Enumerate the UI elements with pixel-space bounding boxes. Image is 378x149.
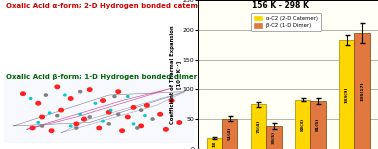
Circle shape: [75, 127, 78, 129]
Circle shape: [70, 125, 72, 127]
Circle shape: [79, 90, 82, 93]
Bar: [251, 104, 266, 149]
Circle shape: [37, 122, 39, 123]
Bar: [355, 33, 370, 149]
Legend: α-C2 (2-D Catemer), β-C2 (1-D Dimer): α-C2 (2-D Catemer), β-C2 (1-D Dimer): [251, 13, 321, 31]
Circle shape: [113, 95, 116, 98]
Bar: [339, 40, 355, 149]
Circle shape: [125, 115, 130, 119]
Circle shape: [87, 88, 92, 91]
Circle shape: [102, 120, 104, 122]
Text: Oxalic Acid α-form; 2-D Hydrogen bonded catemer: Oxalic Acid α-form; 2-D Hydrogen bonded …: [6, 3, 206, 9]
Circle shape: [88, 116, 91, 118]
Bar: [207, 138, 222, 149]
Text: 75(4): 75(4): [256, 120, 260, 133]
Circle shape: [40, 125, 43, 127]
Bar: [4, 74, 194, 143]
Circle shape: [132, 123, 135, 125]
Text: 18: 18: [212, 141, 216, 147]
Circle shape: [107, 123, 110, 125]
Circle shape: [30, 126, 35, 130]
Text: 38(5): 38(5): [272, 131, 276, 144]
Circle shape: [44, 94, 47, 96]
Circle shape: [177, 121, 181, 124]
Circle shape: [116, 90, 121, 93]
Bar: [310, 101, 326, 149]
Circle shape: [29, 98, 32, 99]
Circle shape: [139, 124, 143, 128]
Text: 156 K - 298 K: 156 K - 298 K: [253, 1, 309, 10]
Circle shape: [144, 115, 146, 117]
Text: Oxalic Acid β-form; 1-D Hydrogen bonded dimer: Oxalic Acid β-form; 1-D Hydrogen bonded …: [6, 74, 197, 80]
Circle shape: [139, 109, 143, 111]
Circle shape: [21, 92, 25, 95]
Circle shape: [127, 96, 129, 97]
Bar: [295, 100, 310, 149]
Circle shape: [49, 129, 54, 132]
Bar: [222, 119, 237, 149]
Circle shape: [59, 108, 64, 112]
Circle shape: [68, 97, 73, 100]
Bar: [266, 126, 282, 149]
Y-axis label: Coefficient of Thermal Expansion
[10⁻⁶ K⁻¹]: Coefficient of Thermal Expansion [10⁻⁶ K…: [170, 25, 181, 124]
Circle shape: [82, 117, 86, 121]
Circle shape: [131, 106, 136, 109]
Circle shape: [56, 114, 59, 117]
Circle shape: [40, 115, 44, 119]
Circle shape: [158, 112, 163, 116]
Circle shape: [64, 94, 66, 96]
Circle shape: [120, 129, 124, 132]
Circle shape: [36, 102, 40, 105]
Text: 195(17): 195(17): [360, 81, 364, 101]
Circle shape: [94, 102, 96, 104]
Circle shape: [169, 99, 174, 102]
Circle shape: [79, 113, 81, 115]
Text: 83(3): 83(3): [301, 118, 305, 131]
Circle shape: [101, 99, 105, 102]
Text: 81(5): 81(5): [316, 118, 320, 131]
Circle shape: [151, 118, 154, 120]
Circle shape: [107, 110, 111, 114]
Circle shape: [48, 112, 51, 114]
Circle shape: [164, 128, 168, 131]
Circle shape: [136, 127, 139, 129]
Text: 183(9): 183(9): [345, 86, 349, 103]
Circle shape: [144, 104, 149, 107]
Circle shape: [74, 122, 79, 126]
Circle shape: [110, 109, 112, 111]
Text: 51(4): 51(4): [228, 127, 232, 141]
Circle shape: [117, 113, 120, 115]
Circle shape: [97, 126, 102, 130]
Circle shape: [55, 85, 60, 89]
